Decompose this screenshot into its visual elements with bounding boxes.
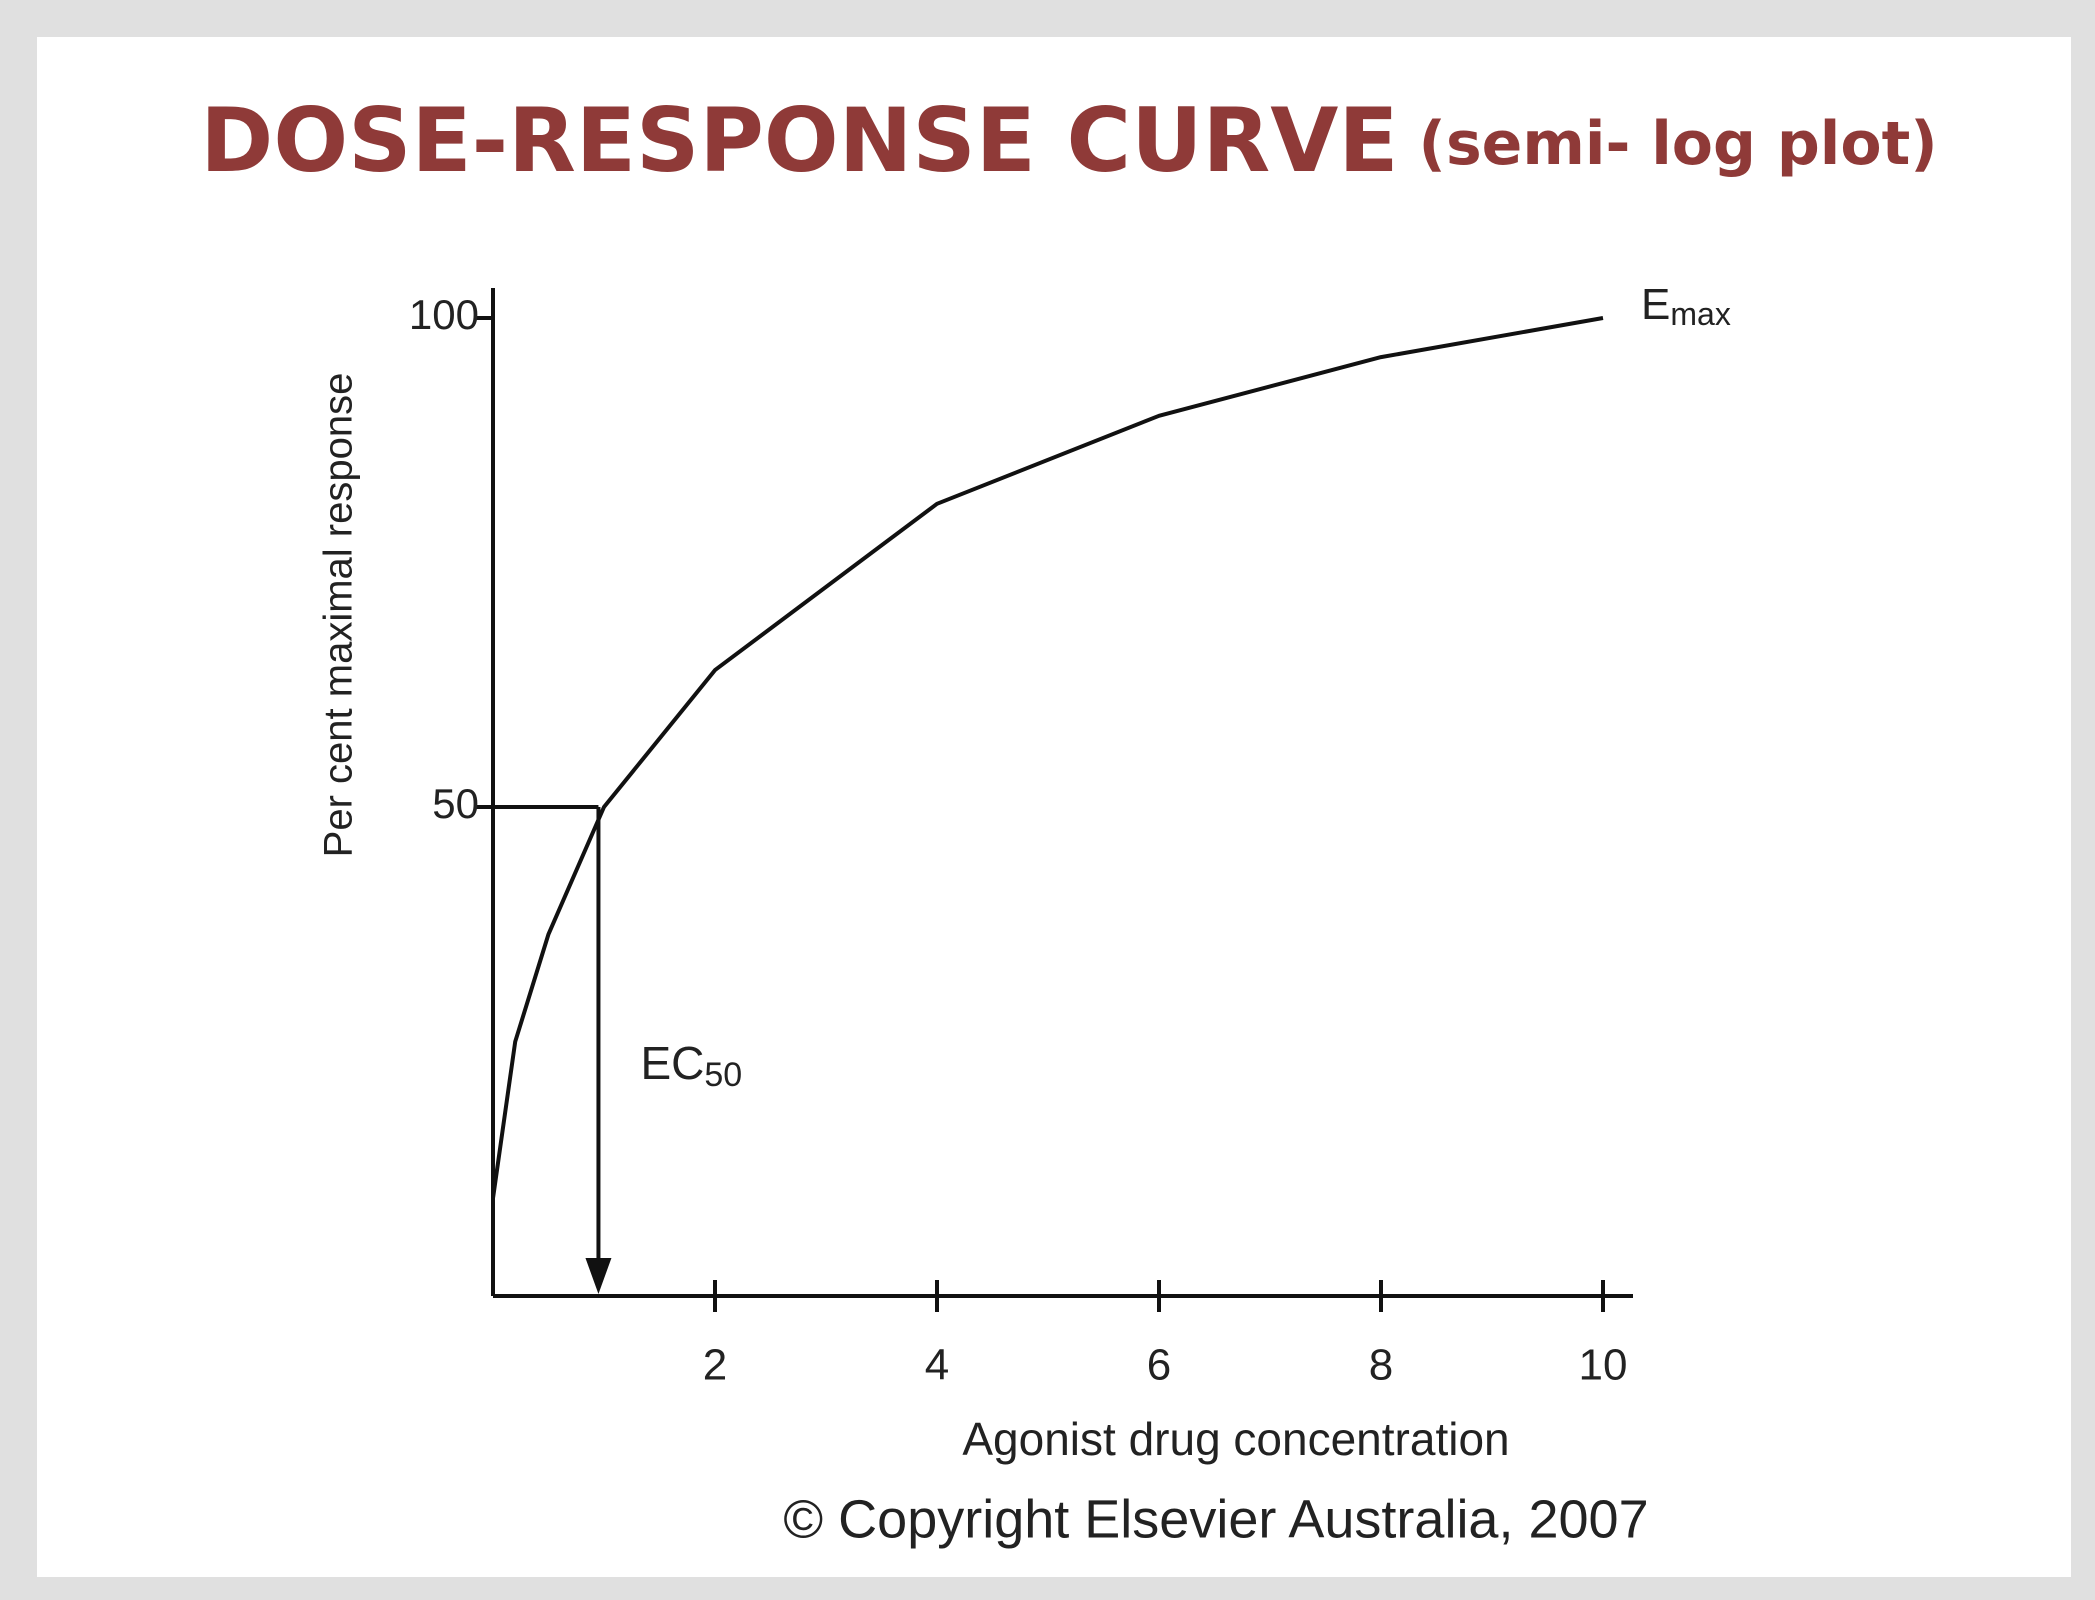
- emax-sub: max: [1670, 296, 1730, 332]
- y-tick-label: 50: [432, 780, 479, 827]
- emax-text: E: [1641, 280, 1670, 329]
- chart-title-group: DOSE-RESPONSE CURVE (semi- log plot): [200, 89, 1937, 192]
- curve: [491, 316, 1604, 1199]
- chart-title: DOSE-RESPONSE CURVE: [200, 89, 1398, 192]
- x-axis-label: Agonist drug concentration: [962, 1413, 1509, 1465]
- ec50-label: EC50: [640, 1037, 742, 1094]
- y-tick-label: 100: [409, 291, 479, 338]
- ec50-text: EC: [640, 1037, 704, 1089]
- x-tick-label: 2: [703, 1341, 727, 1390]
- x-tick-label: 6: [1147, 1341, 1171, 1390]
- x-tick-label: 10: [1579, 1341, 1628, 1390]
- x-tick-label: 8: [1369, 1341, 1393, 1390]
- x-tick-label: 4: [925, 1341, 949, 1390]
- panel: [37, 37, 2071, 1577]
- emax-label: Emax: [1641, 280, 1731, 333]
- y-axis-label: Per cent maximal response: [317, 373, 361, 858]
- ec50-arrowhead: [585, 1258, 612, 1294]
- footer: © Copyright Elsevier Australia, 2007: [783, 1489, 1648, 1549]
- ec50-sub: 50: [704, 1056, 742, 1094]
- chart-subtitle: (semi- log plot): [1419, 109, 1938, 179]
